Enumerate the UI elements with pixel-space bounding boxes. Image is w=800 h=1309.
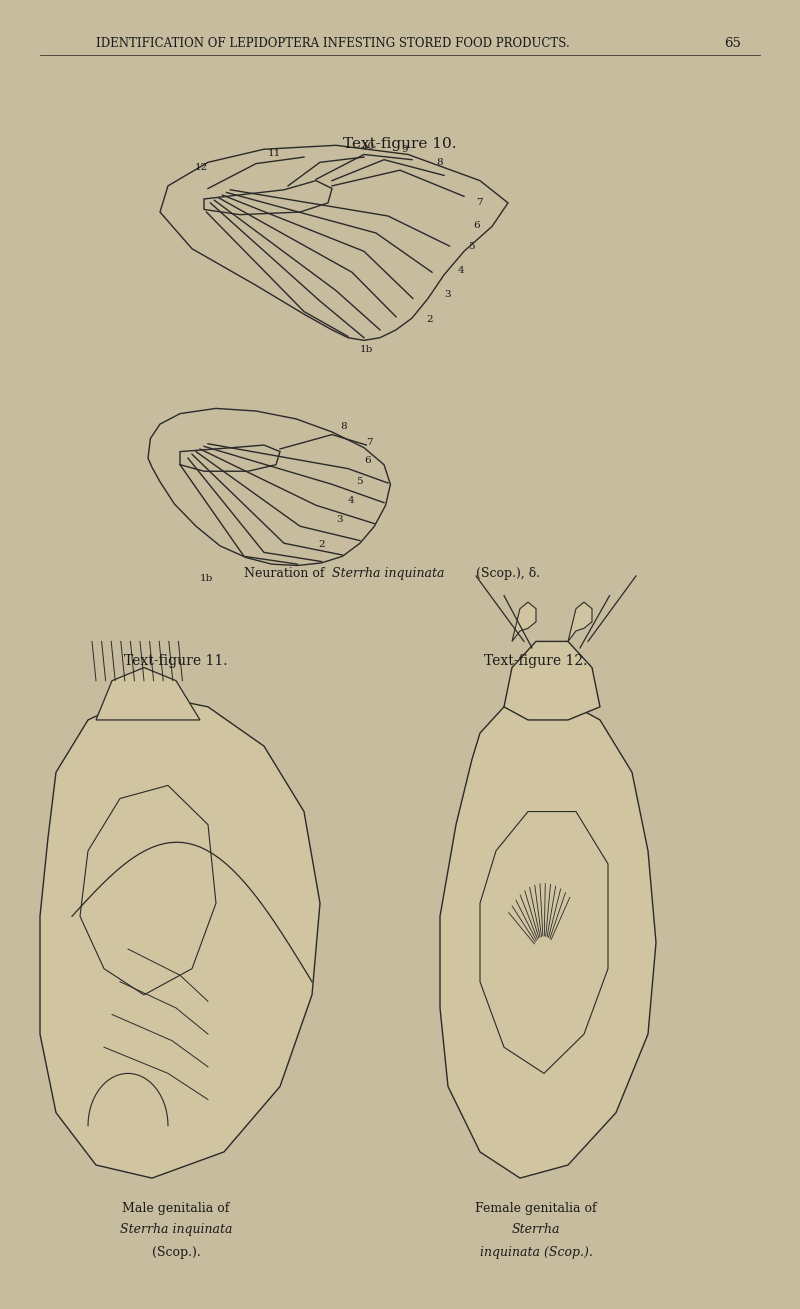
Text: 10: 10 — [362, 143, 375, 151]
Text: 1b: 1b — [200, 575, 214, 583]
Text: 8: 8 — [340, 423, 346, 431]
Text: 9: 9 — [402, 145, 408, 153]
Text: 65: 65 — [724, 37, 741, 50]
Text: 4: 4 — [347, 496, 354, 504]
Text: 6: 6 — [364, 457, 370, 465]
Text: 5: 5 — [468, 242, 474, 250]
Polygon shape — [512, 602, 536, 641]
Text: 7: 7 — [366, 439, 373, 446]
Polygon shape — [40, 694, 320, 1178]
Text: 2: 2 — [426, 315, 433, 323]
Polygon shape — [440, 694, 656, 1178]
Text: 5: 5 — [356, 478, 362, 486]
Polygon shape — [160, 145, 508, 340]
Text: 3: 3 — [336, 516, 342, 524]
Text: (Scop.), δ.: (Scop.), δ. — [472, 567, 540, 580]
Text: inquinata (Scop.).: inquinata (Scop.). — [479, 1246, 593, 1259]
Text: 3: 3 — [444, 291, 450, 298]
Text: 2: 2 — [318, 541, 325, 548]
Text: Text-figure 10.: Text-figure 10. — [343, 137, 457, 152]
Text: Text-figure 11.: Text-figure 11. — [124, 654, 228, 669]
Text: Sterrha inquinata: Sterrha inquinata — [120, 1223, 232, 1236]
Text: 8: 8 — [436, 158, 442, 166]
Text: 11: 11 — [268, 149, 282, 157]
Text: 4: 4 — [458, 267, 464, 275]
Text: 12: 12 — [194, 164, 208, 171]
Polygon shape — [148, 408, 390, 565]
Text: Text-figure 12.: Text-figure 12. — [484, 654, 588, 669]
Text: 6: 6 — [474, 221, 480, 229]
Text: Female genitalia of: Female genitalia of — [475, 1202, 597, 1215]
Text: IDENTIFICATION OF LEPIDOPTERA INFESTING STORED FOOD PRODUCTS.: IDENTIFICATION OF LEPIDOPTERA INFESTING … — [96, 37, 570, 50]
Text: Male genitalia of: Male genitalia of — [122, 1202, 230, 1215]
Text: Neuration of: Neuration of — [244, 567, 329, 580]
Text: (Scop.).: (Scop.). — [152, 1246, 200, 1259]
Polygon shape — [96, 668, 200, 720]
Text: 1b: 1b — [360, 346, 374, 353]
Text: Sterrha: Sterrha — [512, 1223, 560, 1236]
Text: Sterrha inquinata: Sterrha inquinata — [332, 567, 445, 580]
Polygon shape — [504, 641, 600, 720]
Polygon shape — [568, 602, 592, 641]
Text: 7: 7 — [476, 199, 482, 207]
